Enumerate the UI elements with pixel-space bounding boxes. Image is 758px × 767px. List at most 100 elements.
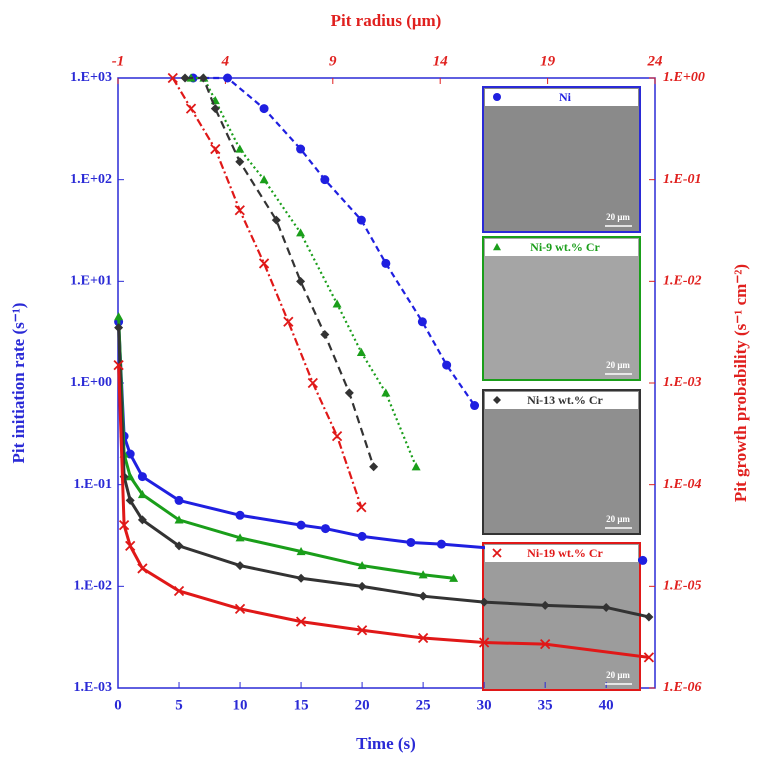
scale-bar-label: 20 μm [606,514,630,524]
x2-tick-label: 4 [221,53,230,69]
marker [307,377,318,389]
marker [114,323,124,333]
x2-tick-label: 24 [647,53,664,69]
y-tick-label: 1.E+00 [70,375,112,390]
marker [125,495,135,505]
y2-tick-label: 1.E-01 [663,172,702,187]
marker [357,581,367,591]
marker [357,561,367,570]
marker [417,317,427,327]
x-tick-label: 25 [416,697,431,713]
legend-label: Ni-9 wt.% Cr [530,240,600,254]
series-line [191,76,418,468]
marker [114,312,124,321]
series [167,72,367,513]
y-tick-label: 1.E-01 [74,477,113,492]
marker [356,347,366,356]
marker [369,462,379,472]
inset-header [485,545,638,562]
marker [493,396,501,404]
marker [283,316,294,327]
x2-tick-label: -1 [112,53,125,69]
x-tick-label: 35 [538,697,553,713]
x-tick-label: 15 [294,697,309,713]
marker [174,541,184,551]
y-tick-label: 1.E+01 [70,274,112,289]
inset-image [482,86,641,233]
marker [411,462,421,471]
y2-tick-label: 1.E-03 [663,375,702,390]
legend: Ni 20 μm Ni-9 wt.% Cr 20 μm Ni-13 wt.% Cr 20 … [485,89,638,685]
x-tick-label: 0 [114,697,122,713]
marker [235,561,245,571]
legend-label: Ni-19 wt.% Cr [527,546,603,560]
scale-bar-label: 20 μm [606,360,630,370]
marker [344,388,354,398]
marker [357,531,367,541]
marker [601,602,611,612]
x2-tick-label: 14 [433,53,449,69]
marker [296,573,306,583]
axes: 0 5 10 15 20 25 30 35 40 -1 4 9 14 19 24 1.E-03 1.E-02 1.… [70,53,705,713]
marker [296,276,306,286]
marker [125,540,136,552]
x-tick-label: 5 [175,697,183,713]
marker [296,547,306,556]
y2-tick-label: 1.E-06 [663,680,702,695]
marker [167,72,178,84]
marker [234,603,246,615]
marker [259,175,269,184]
marker [479,597,489,607]
legend-label: Ni [559,90,572,104]
series [188,73,480,411]
inset-image [482,236,641,381]
marker [331,431,343,442]
marker [417,632,429,644]
series-line [171,77,363,508]
marker [137,563,148,574]
x-tick-label: 30 [477,697,492,713]
y2-tick-label: 1.E-05 [663,579,702,594]
marker [210,104,220,114]
marker [185,103,197,114]
marker [638,555,648,565]
series [114,312,459,582]
y2-tick-label: 1.E-04 [663,477,702,492]
marker [493,93,501,101]
marker [137,490,147,499]
marker [259,104,269,114]
marker [125,449,135,459]
inset-image [482,542,641,691]
marker [356,625,368,636]
marker [118,519,130,531]
y2-tick-label: 1.E+00 [663,70,705,85]
y-tick-label: 1.E+03 [70,70,112,85]
marker [540,600,550,610]
y-tick-label: 1.E-03 [74,680,113,695]
scale-bar-label: 20 μm [606,212,630,222]
y2-tick-label: 1.E-02 [663,274,702,289]
marker [320,175,330,185]
legend-label: Ni-13 wt.% Cr [527,393,603,407]
marker [235,510,245,520]
series [113,359,655,663]
marker [235,157,245,167]
y-axis-title: Pit initiation rate (s⁻¹) [9,303,28,464]
y-tick-label: 1.E+02 [70,172,112,187]
marker [406,537,416,547]
x2-tick-label: 19 [540,53,556,69]
series-line [193,76,476,407]
series-line [117,365,650,659]
marker [210,143,221,155]
inset-header [485,392,638,409]
marker [235,533,245,542]
marker [381,258,391,268]
x-axis-title: Time (s) [356,734,416,753]
marker [643,652,655,663]
marker [137,515,147,525]
marker [296,520,306,530]
marker [418,591,428,601]
marker [381,388,391,397]
